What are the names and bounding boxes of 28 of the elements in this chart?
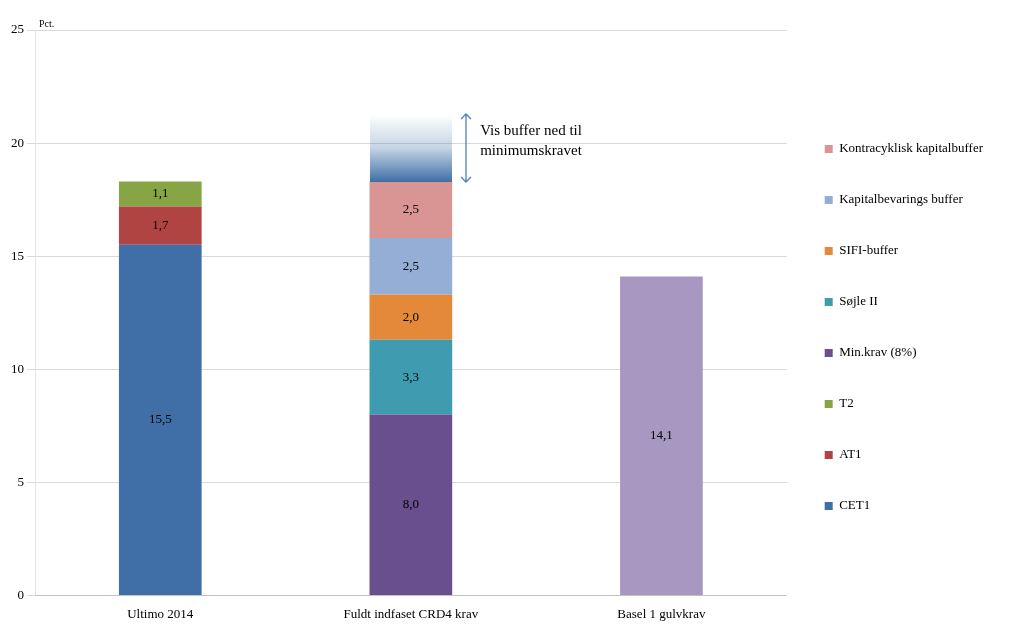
data-label: 8,0 [402,496,419,512]
data-label: 2,5 [402,201,419,217]
y-tick-label: 10 [11,360,24,376]
x-tick-label: Ultimo 2014 [127,605,194,621]
legend-label: CET1 [839,497,871,513]
legend-label: Søjle II [839,293,878,309]
x-tick-label: Fuldt indfaset CRD4 krav [343,605,479,621]
annotation: Vis buffer ned til minimumskravet [480,120,583,160]
legend-label: Kapitalbevarings buffer [839,191,964,207]
data-label: 1,7 [152,217,169,233]
y-tick-label: 0 [17,586,24,602]
y-tick-label: 25 [11,21,24,37]
legend-label: SIFI-buffer [839,242,899,258]
data-label: 2,0 [402,308,419,324]
legend-label: AT1 [839,446,862,462]
legend-label: Kontracyklisk kapitalbuffer [839,140,984,156]
legend-label: Min.krav (8%) [839,344,917,360]
data-label: 15,5 [148,411,172,427]
data-label: 3,3 [402,368,419,384]
data-label: 1,1 [152,185,169,201]
y-axis-title: Pct. [39,17,55,29]
data-label: 2,5 [402,257,419,273]
y-tick-label: 15 [11,247,24,263]
legend-label: T2 [839,395,854,411]
data-label: 14,1 [650,427,673,443]
x-tick-label: Basel 1 gulvkrav [617,605,706,621]
y-tick-label: 5 [17,473,24,489]
y-tick-label: 20 [11,134,24,150]
